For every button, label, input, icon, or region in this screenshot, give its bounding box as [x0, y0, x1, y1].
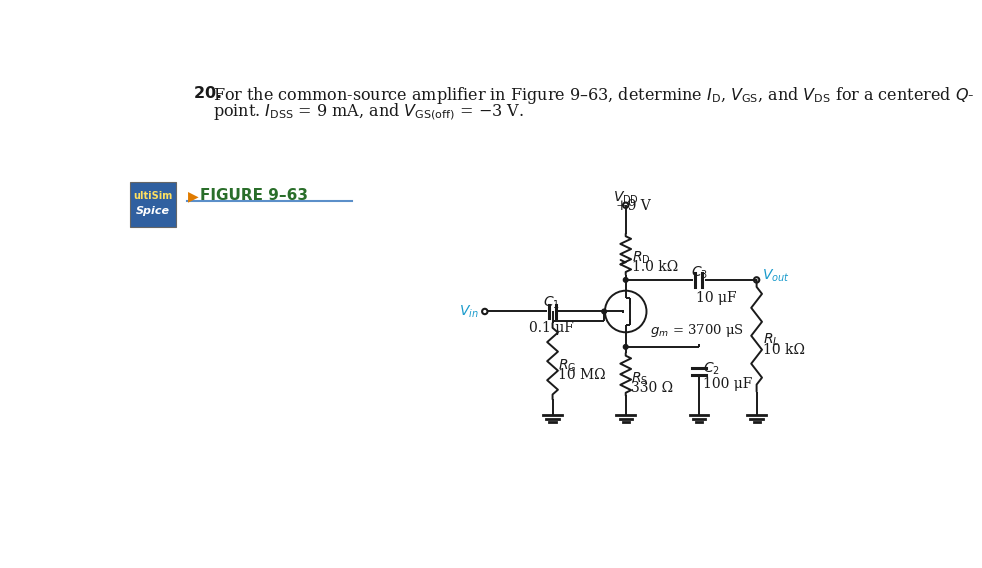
Text: $R_\mathrm{S}$: $R_\mathrm{S}$	[631, 370, 648, 387]
Text: $V_\mathrm{DD}$: $V_\mathrm{DD}$	[614, 190, 639, 206]
Text: $C_3$: $C_3$	[691, 265, 708, 281]
Text: Spice: Spice	[136, 206, 170, 216]
Circle shape	[602, 309, 607, 314]
Text: 0.1 μF: 0.1 μF	[528, 321, 573, 336]
Text: $R_\mathrm{G}$: $R_\mathrm{G}$	[558, 357, 576, 374]
Text: FIGURE 9–63: FIGURE 9–63	[200, 188, 308, 203]
Text: $C_2$: $C_2$	[703, 360, 721, 377]
Text: $g_m$ = 3700 μS: $g_m$ = 3700 μS	[650, 322, 744, 339]
Text: $\mathbf{20.}$: $\mathbf{20.}$	[193, 85, 222, 102]
Text: ▶: ▶	[189, 189, 199, 203]
Text: +9 V: +9 V	[617, 199, 651, 213]
Text: For the common-source amplifier in Figure 9–63, determine $I_\mathrm{D}$, $V_\ma: For the common-source amplifier in Figur…	[213, 85, 974, 106]
Text: $V_\mathit{in}$: $V_\mathit{in}$	[459, 303, 478, 320]
Text: 10 μF: 10 μF	[696, 291, 736, 304]
Text: $R_L$: $R_L$	[763, 332, 780, 348]
Text: $R_\mathrm{D}$: $R_\mathrm{D}$	[631, 249, 650, 266]
Text: 330 Ω: 330 Ω	[631, 381, 674, 395]
Text: 100 μF: 100 μF	[703, 377, 753, 391]
Text: $V_\mathit{out}$: $V_\mathit{out}$	[762, 268, 790, 284]
Text: 1.0 kΩ: 1.0 kΩ	[631, 260, 679, 274]
Text: ultiSim: ultiSim	[134, 191, 173, 201]
Text: 10 MΩ: 10 MΩ	[558, 368, 606, 382]
Circle shape	[624, 345, 628, 349]
Circle shape	[624, 278, 628, 282]
Text: $C_1$: $C_1$	[542, 295, 560, 311]
Text: point. $I_\mathrm{DSS}$ = 9 mA, and $V_\mathrm{GS(off)}$ = $-$3 V.: point. $I_\mathrm{DSS}$ = 9 mA, and $V_\…	[213, 101, 524, 122]
Text: 10 kΩ: 10 kΩ	[763, 343, 805, 357]
FancyBboxPatch shape	[130, 182, 176, 227]
